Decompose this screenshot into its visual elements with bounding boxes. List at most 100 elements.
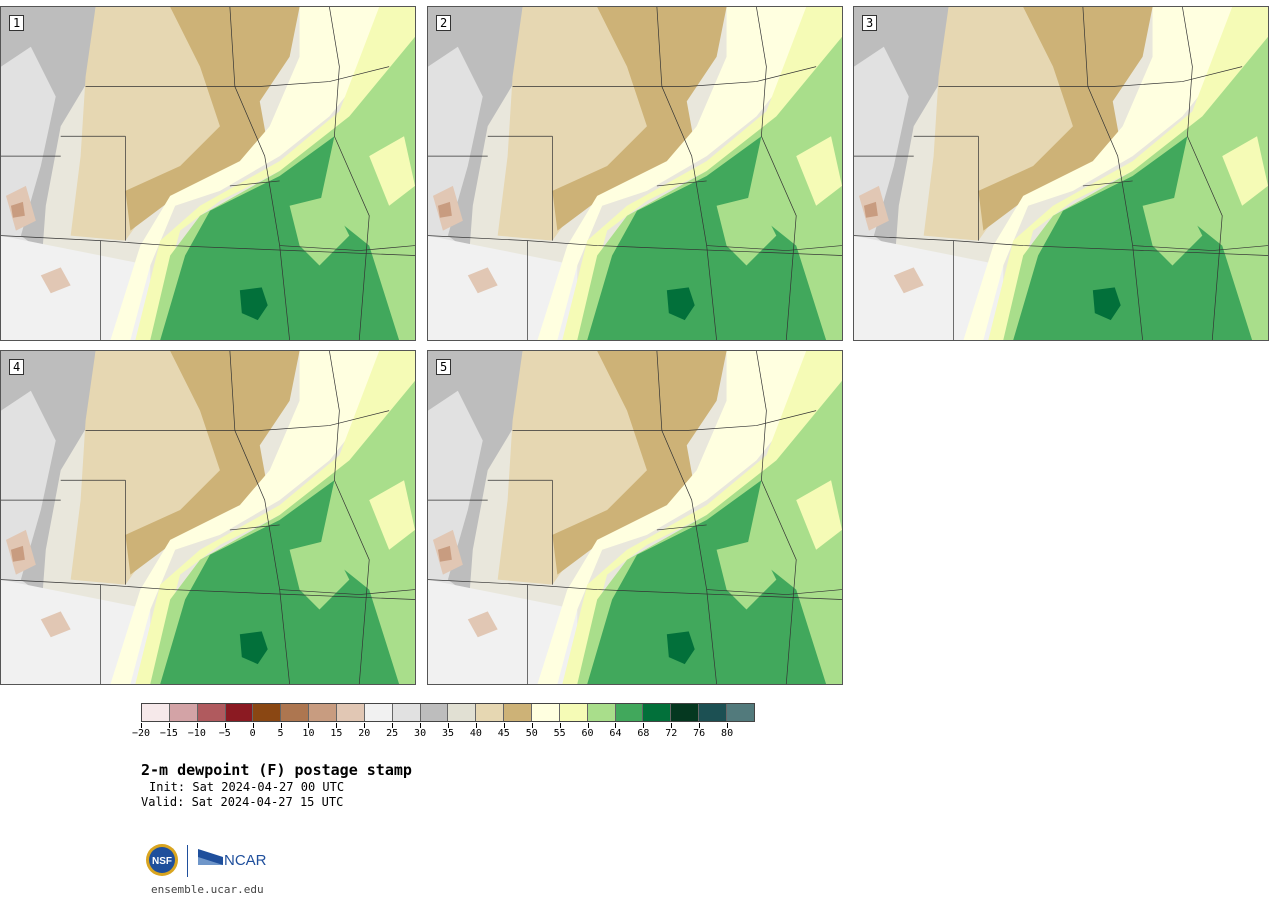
state-boundary <box>706 589 842 595</box>
colorbar-tick <box>336 723 338 728</box>
colorbar-swatch <box>392 704 421 721</box>
colorbar-tick-label: 50 <box>525 728 538 739</box>
dewpoint-contour-region <box>587 480 827 684</box>
colorbar-swatch <box>197 704 226 721</box>
dewpoint-contour-region <box>160 136 400 340</box>
colorbar-swatch <box>615 704 644 721</box>
dewpoint-contour-region <box>437 545 452 562</box>
panel-number: 4 <box>9 359 25 375</box>
dewpoint-contour-region <box>125 351 300 575</box>
dewpoint-contour-region <box>160 480 400 684</box>
state-boundary <box>656 180 707 187</box>
state-boundary <box>656 524 707 531</box>
colorbar-tick-label: 80 <box>721 728 734 739</box>
dewpoint-contour-region <box>1 235 151 340</box>
dewpoint-contour-region <box>467 267 498 294</box>
state-boundary <box>512 410 817 431</box>
colorbar-swatch <box>225 704 254 721</box>
panel-number: 1 <box>9 15 25 31</box>
colorbar-tick <box>615 723 617 728</box>
dewpoint-contour-region <box>437 201 452 218</box>
colorbar-tick <box>141 723 142 728</box>
dewpoint-contour-region <box>239 631 268 665</box>
colorbar-tick-label: 15 <box>330 728 343 739</box>
svg-text:NCAR: NCAR <box>224 852 267 869</box>
dewpoint-contour-region <box>537 351 807 684</box>
colorbar-tick <box>308 723 310 728</box>
colorbar-swatch <box>281 704 310 721</box>
state-boundary <box>85 410 390 431</box>
dewpoint-contour-region <box>125 7 300 231</box>
colorbar-tick <box>503 723 505 728</box>
map-panel-4: 4 <box>0 350 416 685</box>
colorbar-tick-label: 25 <box>386 728 399 739</box>
colorbar-tick-label: −10 <box>187 728 206 739</box>
colorbar-swatch <box>587 704 616 721</box>
colorbar-swatch <box>699 704 728 721</box>
dewpoint-contour-region <box>796 136 842 206</box>
dewpoint-contour-region <box>40 267 71 294</box>
dewpoint-contour-region <box>1013 136 1253 340</box>
state-boundary <box>656 7 717 340</box>
logos: NSF NCAR <box>146 844 267 877</box>
colorbar-tick <box>671 723 673 728</box>
state-boundary <box>1182 7 1223 340</box>
dewpoint-contour-region <box>1222 136 1268 206</box>
colorbar-tick <box>252 723 254 728</box>
state-boundary <box>428 579 842 600</box>
state-boundary <box>938 66 1243 87</box>
state-boundary <box>85 66 390 87</box>
colorbar-tick <box>475 723 477 728</box>
colorbar-swatch <box>504 704 533 721</box>
colorbar-tick <box>364 723 366 728</box>
state-boundary <box>756 7 797 340</box>
init-time: Init: Sat 2024-04-27 00 UTC <box>149 780 345 794</box>
dewpoint-contour-region <box>988 7 1268 340</box>
colorbar-swatch <box>337 704 365 721</box>
colorbar-tick-label: 35 <box>441 728 455 739</box>
colorbar-swatch <box>671 704 700 721</box>
colorbar-tick-label: 0 <box>249 728 256 739</box>
figure-title: 2-m dewpoint (F) postage stamp <box>141 761 412 779</box>
dewpoint-contour-region <box>716 195 777 266</box>
dewpoint-map <box>428 351 842 684</box>
state-boundary <box>512 66 817 87</box>
map-panel-1: 1 <box>0 6 416 341</box>
colorbar-swatch <box>309 704 338 721</box>
dewpoint-contour-region <box>369 480 415 550</box>
colorbar-tick-label: 10 <box>302 728 315 739</box>
colorbar-tick-label: 40 <box>469 728 482 739</box>
dewpoint-contour-region <box>1 579 151 684</box>
site-url: ensemble.ucar.edu <box>151 883 264 896</box>
dewpoint-contour-region <box>666 287 695 321</box>
state-boundary <box>1082 180 1133 187</box>
dewpoint-contour-region <box>1142 195 1203 266</box>
state-boundary <box>1132 245 1268 251</box>
colorbar-swatch <box>448 704 477 721</box>
colorbar-swatch <box>643 704 672 721</box>
state-boundary <box>706 245 842 251</box>
state-boundary <box>279 589 415 595</box>
colorbar-swatch <box>169 704 198 721</box>
state-boundary <box>229 351 290 684</box>
state-boundary <box>229 180 280 187</box>
panel-number: 2 <box>436 15 452 31</box>
state-boundary <box>229 524 280 531</box>
colorbar-tick <box>699 723 701 728</box>
colorbar-tick-label: −20 <box>131 728 151 739</box>
colorbar-tick <box>727 723 729 728</box>
colorbar-tick <box>280 723 282 728</box>
colorbar-tick-label: 64 <box>609 728 622 739</box>
state-boundary <box>279 245 415 251</box>
dewpoint-contour-region <box>537 7 807 340</box>
colorbar-tick-label: 20 <box>358 728 371 739</box>
dewpoint-contour-region <box>289 539 350 610</box>
colorbar-tick-label: 60 <box>581 728 594 739</box>
svg-text:NSF: NSF <box>152 856 172 867</box>
nsf-logo: NSF <box>146 844 178 876</box>
dewpoint-contour-region <box>135 7 415 340</box>
dewpoint-contour-region <box>40 611 71 638</box>
colorbar-tick-label: 55 <box>553 728 566 739</box>
colorbar-swatch <box>142 704 170 721</box>
dewpoint-contour-region <box>893 267 924 294</box>
